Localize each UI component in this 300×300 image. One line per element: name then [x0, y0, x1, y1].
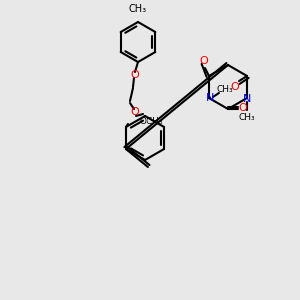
Text: O: O	[231, 82, 239, 92]
Text: N: N	[206, 93, 214, 103]
Text: CH₃: CH₃	[239, 112, 255, 122]
Text: O: O	[130, 70, 140, 80]
Text: OCH₃: OCH₃	[140, 118, 164, 127]
Text: N: N	[243, 94, 251, 104]
Text: O: O	[130, 107, 140, 117]
Text: O: O	[200, 56, 208, 66]
Text: CH₃: CH₃	[129, 4, 147, 14]
Text: CH₃: CH₃	[217, 85, 233, 94]
Text: O: O	[238, 103, 247, 113]
